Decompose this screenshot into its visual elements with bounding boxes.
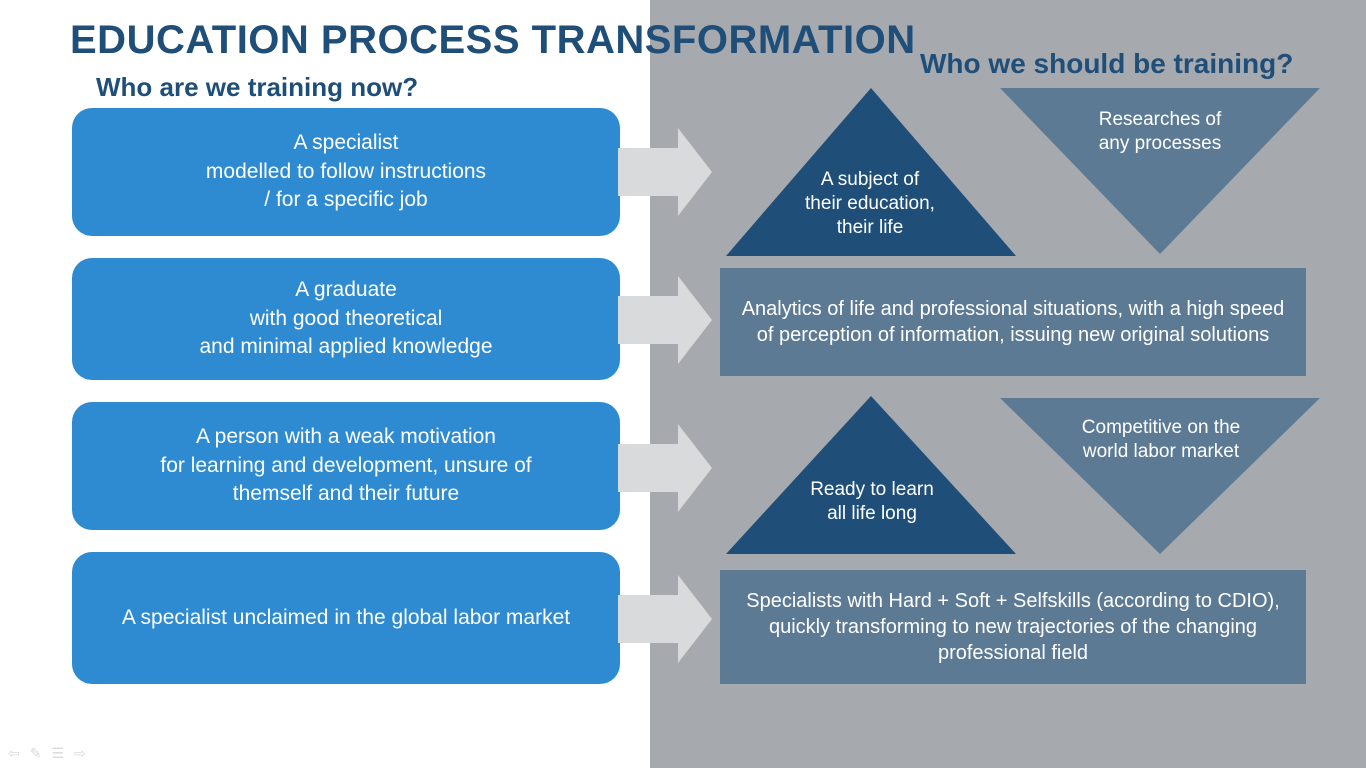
right-box-1: Analytics of life and professional situa…: [720, 268, 1306, 376]
tri-label-line: Researches of: [1050, 108, 1270, 132]
right-box-text: Analytics of life and professional situa…: [738, 296, 1288, 348]
tri-label-line: A subject of: [775, 168, 965, 192]
menu-icon[interactable]: ☰: [51, 745, 64, 762]
triangle-down-2-label: Competitive on the world labor market: [1048, 416, 1274, 464]
left-box-line: A specialist: [92, 129, 600, 157]
left-box-3: A person with a weak motivation for lear…: [72, 402, 620, 530]
arrow-icon: [678, 128, 712, 216]
left-box-4: A specialist unclaimed in the global lab…: [72, 552, 620, 684]
footer-nav: ⇦ ✎ ☰ ⇨: [8, 745, 86, 762]
left-box-line: for learning and development, unsure of: [92, 452, 600, 480]
left-box-line: / for a specific job: [92, 186, 600, 214]
arrow-body-2: [618, 296, 678, 344]
tri-label-line: any processes: [1050, 132, 1270, 156]
arrow-icon: [678, 575, 712, 663]
page-title: EDUCATION PROCESS TRANSFORMATION: [70, 18, 916, 63]
arrow-body-1: [618, 148, 678, 196]
left-box-line: modelled to follow instructions: [92, 158, 600, 186]
tri-label-line: world labor market: [1048, 440, 1274, 464]
left-box-2: A graduate with good theoretical and min…: [72, 258, 620, 380]
right-box-text: Specialists with Hard + Soft + Selfskill…: [738, 588, 1288, 666]
right-box-2: Specialists with Hard + Soft + Selfskill…: [720, 570, 1306, 684]
next-slide-icon[interactable]: ⇨: [74, 745, 86, 762]
left-box-line: and minimal applied knowledge: [92, 333, 600, 361]
left-box-1: A specialist modelled to follow instruct…: [72, 108, 620, 236]
left-box-line: A specialist unclaimed in the global lab…: [92, 604, 600, 632]
triangle-down-1-label: Researches of any processes: [1050, 108, 1270, 156]
triangle-up-2-label: Ready to learn all life long: [782, 478, 962, 526]
arrow-icon: [678, 276, 712, 364]
arrow-body-4: [618, 595, 678, 643]
left-box-line: themself and their future: [92, 480, 600, 508]
tri-label-line: their education,: [775, 192, 965, 216]
left-box-line: A person with a weak motivation: [92, 423, 600, 451]
tri-label-line: Ready to learn: [782, 478, 962, 502]
triangle-up-2: [726, 396, 1016, 554]
arrow-body-3: [618, 444, 678, 492]
left-heading: Who are we training now?: [96, 72, 418, 103]
right-heading: Who we should be training?: [920, 48, 1293, 80]
tri-label-line: their life: [775, 216, 965, 240]
tri-label-line: Competitive on the: [1048, 416, 1274, 440]
left-box-line: with good theoretical: [92, 305, 600, 333]
edit-icon[interactable]: ✎: [30, 745, 42, 762]
left-box-line: A graduate: [92, 276, 600, 304]
arrow-icon: [678, 424, 712, 512]
prev-slide-icon[interactable]: ⇦: [8, 745, 20, 762]
triangle-up-1-label: A subject of their education, their life: [775, 168, 965, 239]
tri-label-line: all life long: [782, 502, 962, 526]
